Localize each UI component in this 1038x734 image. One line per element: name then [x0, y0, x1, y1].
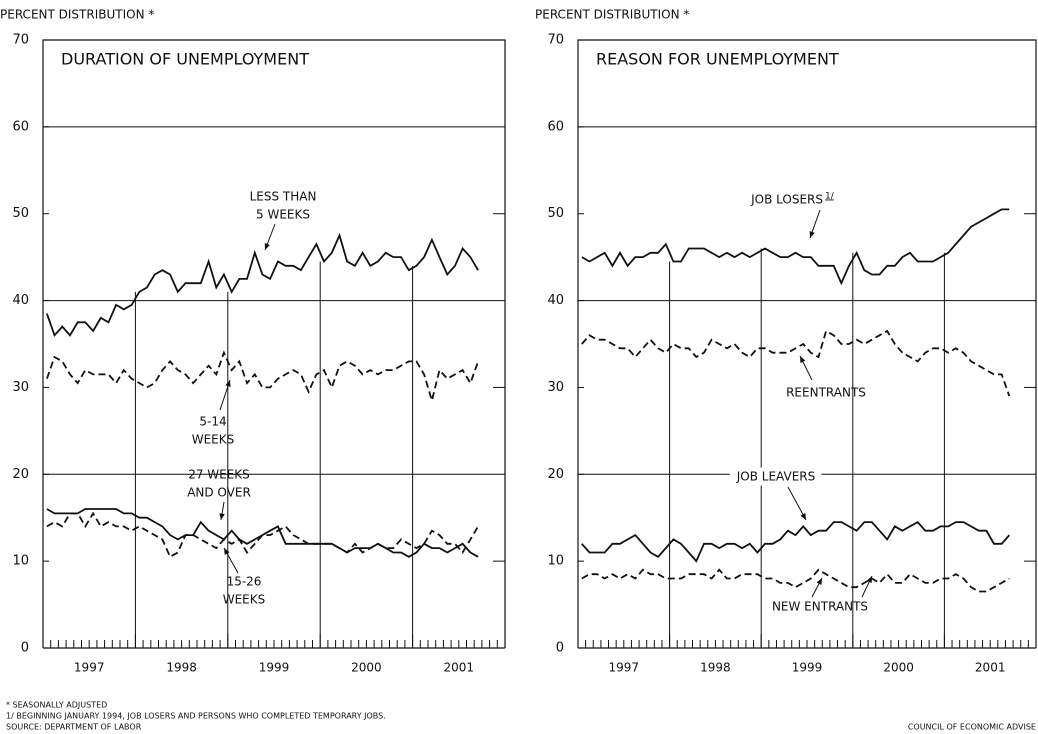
y-tick-label: 50 — [12, 206, 29, 221]
annotation: JOB LEAVERS — [736, 470, 816, 484]
x-tick-label: 2000 — [883, 661, 914, 675]
footnote: 1/ BEGINNING JANUARY 1994, JOB LOSERS AN… — [6, 712, 386, 721]
series-line — [581, 520, 1010, 563]
y-tick-label: 70 — [547, 33, 564, 48]
annotation: JOB LOSERS — [750, 193, 823, 207]
y-tick-label: 60 — [547, 119, 564, 134]
y-tick-label: 60 — [12, 119, 29, 134]
chart-title: REASON FOR UNEMPLOYMENT — [596, 50, 839, 69]
plot-frame — [577, 39, 1037, 648]
x-tick-label: 2001 — [975, 661, 1006, 675]
y-tick-label: 20 — [547, 467, 564, 482]
series-line — [581, 208, 1010, 286]
annotation: 15-26 — [227, 575, 262, 589]
series-line — [46, 232, 479, 338]
annotation: AND OVER — [187, 486, 251, 500]
footnote: * SEASONALLY ADJUSTED — [6, 701, 107, 710]
x-tick-label: 1998 — [700, 661, 731, 675]
y-tick-label: 0 — [21, 641, 29, 656]
x-tick-label: 1999 — [792, 661, 823, 675]
annotation: REENTRANTS — [786, 386, 866, 400]
annotation: 5 WEEKS — [256, 208, 310, 222]
arrow-head — [264, 243, 270, 250]
x-tick-label: 2001 — [444, 661, 475, 675]
annotation: 5-14 — [199, 415, 226, 429]
y-tick-label: 30 — [12, 380, 29, 395]
arrow-head — [800, 356, 806, 363]
plot-frame — [42, 39, 506, 648]
y-axis-label: PERCENT DISTRIBUTION * — [535, 8, 689, 22]
arrow-head — [219, 513, 225, 520]
annotation: LESS THAN — [250, 190, 317, 204]
footnote-ref: 1/ — [825, 192, 835, 202]
y-tick-label: 20 — [12, 467, 29, 482]
arrow-head — [225, 380, 231, 387]
series-line — [46, 511, 479, 559]
y-tick-label: 40 — [547, 293, 564, 308]
series-line — [581, 568, 1010, 593]
x-tick-label: 2000 — [351, 661, 382, 675]
y-tick-label: 10 — [12, 554, 29, 569]
annotation: 27 WEEKS — [188, 468, 250, 482]
arrow-head — [809, 231, 815, 238]
y-tick-label: 50 — [547, 206, 564, 221]
y-tick-label: 0 — [556, 641, 564, 656]
y-tick-label: 10 — [547, 554, 564, 569]
y-tick-label: 40 — [12, 293, 29, 308]
annotation: WEEKS — [223, 593, 266, 607]
y-tick-label: 30 — [547, 380, 564, 395]
arrow-head — [816, 578, 822, 585]
annotation: NEW ENTRANTS — [772, 600, 868, 614]
annotation: WEEKS — [192, 433, 235, 447]
series-line — [581, 329, 1011, 397]
arrow-head — [224, 548, 230, 555]
series-line — [46, 350, 479, 404]
x-tick-label: 1999 — [259, 661, 290, 675]
chart-title: DURATION OF UNEMPLOYMENT — [61, 50, 309, 69]
x-tick-label: 1998 — [166, 661, 197, 675]
footnote: SOURCE: DEPARTMENT OF LABOR — [6, 723, 142, 732]
series-line — [46, 508, 479, 558]
credit: COUNCIL OF ECONOMIC ADVISE — [908, 723, 1036, 732]
label-bg — [729, 467, 822, 486]
y-tick-label: 70 — [12, 33, 29, 48]
arrow-head — [800, 513, 806, 520]
x-tick-label: 1997 — [609, 661, 640, 675]
arrow-head — [866, 576, 872, 583]
y-axis-label: PERCENT DISTRIBUTION * — [0, 8, 154, 22]
x-tick-label: 1997 — [74, 661, 105, 675]
